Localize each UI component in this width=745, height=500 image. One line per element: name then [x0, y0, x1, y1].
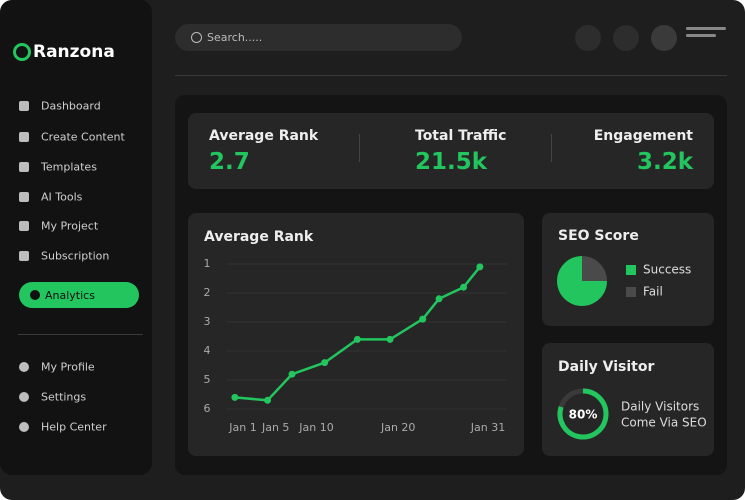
caption: Daily Visitors [621, 400, 699, 414]
icon [19, 422, 29, 432]
nav-label[interactable]: Settings [41, 390, 87, 404]
point [386, 335, 394, 343]
point [435, 295, 443, 303]
search-placeholder[interactable]: Search..... [207, 31, 263, 44]
stat-label: Total Traffic [415, 128, 507, 144]
icon [19, 132, 29, 142]
chart-title: Average Rank [204, 229, 314, 245]
point [419, 315, 427, 323]
point [231, 393, 239, 401]
donut-label: 80% [569, 408, 598, 422]
icon [19, 192, 29, 202]
y-tick-label: 6 [204, 402, 211, 415]
stat-value: 2.7 [209, 149, 250, 175]
point [476, 263, 484, 271]
stat-label: Average Rank [209, 128, 319, 144]
chart-title: SEO Score [558, 228, 639, 244]
stat-value: 3.2k [636, 149, 693, 175]
icon [19, 101, 29, 111]
donut-arc [557, 388, 609, 440]
y-tick-label: 4 [204, 344, 211, 357]
avatar[interactable] [651, 25, 677, 51]
point [321, 359, 329, 367]
x-tick-label: Jan 20 [380, 421, 415, 434]
nav-label[interactable]: Analytics [45, 289, 95, 302]
icon [19, 162, 29, 172]
x-tick-label: Jan 1 [228, 421, 256, 434]
icon [19, 392, 29, 402]
legend-swatch [626, 265, 636, 275]
menu-line[interactable] [686, 27, 726, 30]
icon [19, 221, 29, 231]
visitor-card [542, 343, 714, 456]
nav-label[interactable]: AI Tools [41, 190, 83, 204]
brand: Ranzona [33, 42, 115, 62]
logo-icon [13, 43, 31, 61]
point [353, 335, 361, 343]
point [288, 370, 296, 378]
x-tick-label: Jan 31 [470, 421, 505, 434]
nav-label[interactable]: Dashboard [41, 99, 101, 113]
divider [18, 334, 143, 335]
nav-label[interactable]: My Profile [41, 360, 95, 374]
point [460, 283, 468, 291]
y-tick-label: 5 [204, 373, 211, 386]
menu-line[interactable] [686, 34, 716, 37]
nav-label[interactable]: Templates [41, 160, 97, 174]
pie-slice [582, 256, 607, 281]
search-bar[interactable] [175, 24, 462, 51]
legend-swatch [626, 287, 636, 297]
chart-title: Daily Visitor [558, 359, 655, 375]
nav-label[interactable]: Subscription [41, 249, 110, 263]
add-button[interactable] [613, 25, 639, 51]
divider [175, 75, 727, 76]
x-tick-label: Jan 10 [298, 421, 333, 434]
divider [551, 134, 552, 162]
line [234, 266, 481, 402]
point [264, 396, 272, 404]
y-tick-label: 2 [204, 286, 211, 299]
y-tick-label: 1 [204, 257, 211, 270]
icon [19, 251, 29, 261]
nav-label[interactable]: Help Center [41, 420, 107, 434]
nav-label[interactable]: My Project [41, 219, 99, 233]
search-icon [191, 32, 202, 43]
divider [359, 134, 360, 162]
stat-label: Engagement [593, 128, 693, 144]
x-tick-label: Jan 5 [261, 421, 289, 434]
legend-label: Success [643, 263, 691, 277]
rank-card [188, 213, 524, 456]
icon [30, 290, 40, 300]
nav-label[interactable]: Create Content [41, 130, 125, 144]
y-tick-label: 3 [204, 315, 211, 328]
notification-button[interactable] [575, 25, 601, 51]
icon [19, 362, 29, 372]
stats-card [188, 113, 714, 189]
stat-value: 21.5k [415, 149, 488, 175]
caption: Come Via SEO [621, 416, 707, 430]
legend-label: Fail [643, 285, 663, 299]
pie-slice [557, 256, 607, 306]
